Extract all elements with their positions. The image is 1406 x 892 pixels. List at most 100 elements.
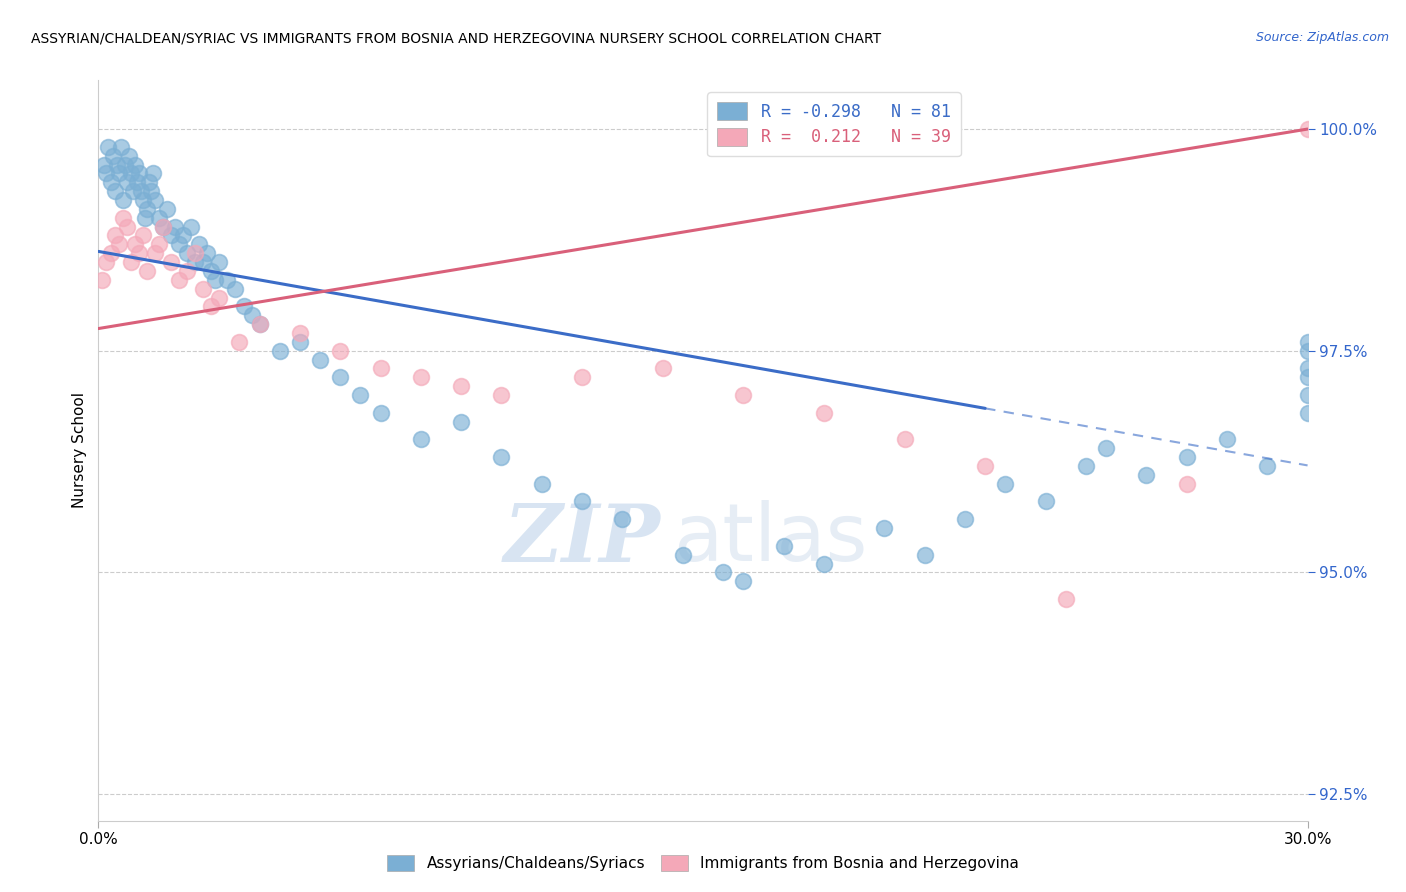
Point: [124, 157, 146, 171]
Point: [1296, 361, 1319, 376]
Point: [232, 299, 254, 313]
Point: [1175, 450, 1198, 464]
Point: [93, 157, 115, 171]
Point: [163, 219, 186, 234]
Point: [142, 166, 165, 180]
Point: [1296, 370, 1319, 384]
Point: [249, 317, 271, 331]
Point: [1175, 476, 1198, 491]
Point: [152, 219, 174, 234]
Point: [224, 282, 246, 296]
Point: [176, 246, 198, 260]
Point: [288, 334, 311, 349]
Point: [651, 361, 673, 376]
Point: [329, 370, 352, 384]
Point: [143, 193, 166, 207]
Point: [139, 184, 162, 198]
Point: [100, 246, 122, 260]
Point: [873, 521, 896, 535]
Point: [100, 175, 122, 189]
Point: [1054, 591, 1077, 606]
Point: [125, 175, 148, 189]
Point: [733, 388, 755, 402]
Point: [893, 433, 915, 447]
Text: ZIP: ZIP: [503, 500, 661, 578]
Point: [97, 140, 120, 154]
Point: [135, 264, 157, 278]
Point: [118, 148, 141, 162]
Point: [813, 406, 835, 420]
Point: [107, 166, 129, 180]
Point: [105, 157, 128, 171]
Point: [1296, 343, 1319, 358]
Point: [129, 184, 152, 198]
Point: [733, 574, 755, 589]
Point: [1035, 494, 1057, 508]
Point: [184, 255, 207, 269]
Point: [111, 211, 134, 225]
Point: [530, 476, 553, 491]
Point: [132, 193, 155, 207]
Point: [176, 264, 198, 278]
Point: [172, 228, 194, 243]
Point: [571, 370, 593, 384]
Legend: Assyrians/Chaldeans/Syriacs, Immigrants from Bosnia and Herzegovina: Assyrians/Chaldeans/Syriacs, Immigrants …: [381, 849, 1025, 877]
Point: [349, 388, 371, 402]
Point: [188, 237, 211, 252]
Point: [288, 326, 311, 340]
Point: [711, 566, 734, 580]
Point: [200, 264, 222, 278]
Point: [128, 166, 150, 180]
Point: [208, 255, 231, 269]
Point: [167, 273, 190, 287]
Point: [450, 415, 472, 429]
Point: [240, 308, 263, 322]
Point: [1135, 467, 1157, 482]
Point: [111, 193, 134, 207]
Point: [204, 273, 226, 287]
Point: [96, 166, 118, 180]
Text: Source: ZipAtlas.com: Source: ZipAtlas.com: [1256, 31, 1389, 45]
Point: [103, 184, 125, 198]
Point: [120, 255, 142, 269]
Point: [450, 379, 472, 393]
Point: [1074, 458, 1097, 473]
Point: [101, 148, 124, 162]
Point: [1296, 388, 1319, 402]
Point: [110, 140, 132, 154]
Point: [672, 548, 695, 562]
Point: [491, 388, 513, 402]
Point: [1256, 458, 1278, 473]
Point: [914, 548, 936, 562]
Point: [1095, 442, 1118, 456]
Text: ASSYRIAN/CHALDEAN/SYRIAC VS IMMIGRANTS FROM BOSNIA AND HERZEGOVINA NURSERY SCHOO: ASSYRIAN/CHALDEAN/SYRIAC VS IMMIGRANTS F…: [31, 31, 882, 45]
Point: [571, 494, 593, 508]
Point: [249, 317, 271, 331]
Point: [148, 211, 170, 225]
Point: [138, 175, 160, 189]
Point: [228, 334, 250, 349]
Point: [115, 175, 138, 189]
Point: [370, 361, 392, 376]
Point: [772, 539, 794, 553]
Point: [114, 157, 136, 171]
Point: [269, 343, 291, 358]
Point: [128, 246, 150, 260]
Point: [91, 273, 114, 287]
Point: [994, 476, 1017, 491]
Point: [309, 352, 332, 367]
Point: [124, 237, 146, 252]
Point: [134, 211, 156, 225]
Point: [193, 282, 215, 296]
Legend: R = -0.298   N = 81, R =  0.212   N = 39: R = -0.298 N = 81, R = 0.212 N = 39: [707, 92, 960, 156]
Point: [135, 202, 157, 216]
Point: [121, 184, 143, 198]
Point: [148, 237, 170, 252]
Point: [491, 450, 513, 464]
Point: [1296, 406, 1319, 420]
Point: [156, 202, 179, 216]
Point: [160, 255, 183, 269]
Point: [329, 343, 352, 358]
Point: [1296, 334, 1319, 349]
Point: [107, 237, 129, 252]
